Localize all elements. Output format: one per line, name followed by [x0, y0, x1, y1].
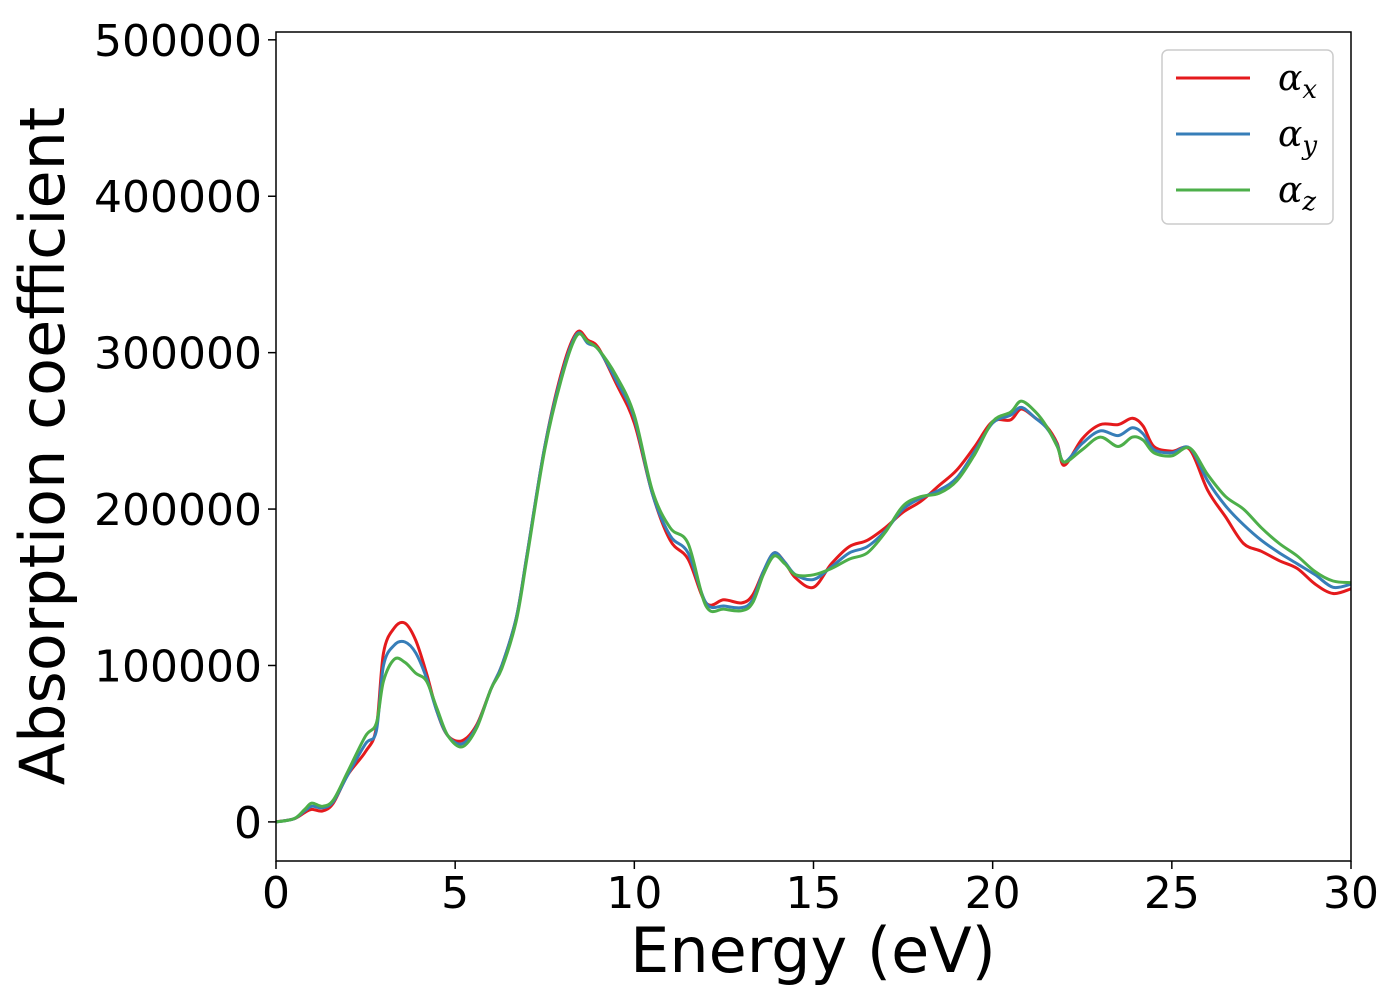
legend-entries: αx αy αz — [1176, 58, 1317, 217]
legend-box — [1161, 49, 1334, 225]
legend: αx αy αz — [1161, 49, 1334, 225]
legend-label-y: αy — [1278, 114, 1317, 161]
legend-label-x: αx — [1278, 58, 1317, 105]
x-axis-title: Energy (eV) — [630, 914, 996, 987]
x-tick-label: 0 — [262, 868, 290, 919]
y-tick-label: 400000 — [94, 172, 262, 223]
legend-label-z: αz — [1278, 170, 1316, 217]
x-tick-label: 20 — [965, 868, 1021, 919]
series-layer — [275, 329, 1352, 824]
x-tick-label: 25 — [1144, 868, 1200, 919]
y-tick-label: 100000 — [94, 641, 262, 692]
x-tick-label: 5 — [441, 868, 469, 919]
x-tick-label: 10 — [606, 868, 662, 919]
tick-layer: 0 5 10 15 20 25 30 0 100000 200000 300000 400000 500… — [94, 16, 1379, 919]
y-tick-label: 300000 — [94, 329, 262, 380]
y-tick-label: 0 — [234, 798, 262, 849]
y-tick-label: 200000 — [94, 485, 262, 536]
y-axis-title: Absorption coefficient — [6, 107, 79, 786]
x-tick-label: 30 — [1323, 868, 1379, 919]
x-tick-label: 15 — [786, 868, 842, 919]
y-tick-label: 500000 — [94, 16, 262, 67]
series-line-z — [275, 332, 1352, 824]
